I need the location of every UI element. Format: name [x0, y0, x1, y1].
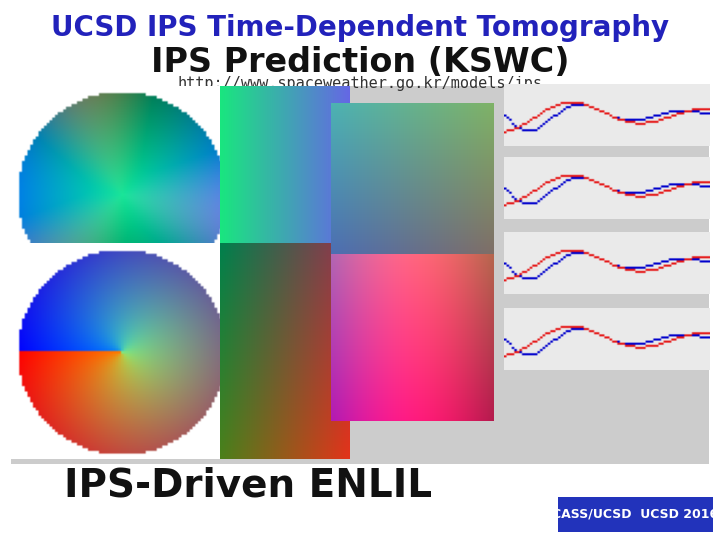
Text: http://www.spaceweather.go.kr/models/ips: http://www.spaceweather.go.kr/models/ips	[178, 76, 542, 91]
Text: IPS Prediction (KSWC): IPS Prediction (KSWC)	[150, 46, 570, 79]
Bar	[558, 497, 713, 532]
Text: UCSD IPS Time-Dependent Tomography: UCSD IPS Time-Dependent Tomography	[51, 14, 669, 42]
Text: IPS-Driven ENLIL: IPS-Driven ENLIL	[64, 467, 433, 505]
Bar	[11, 86, 709, 464]
Text: CASS/UCSD  UCSD 2016: CASS/UCSD UCSD 2016	[552, 508, 719, 521]
